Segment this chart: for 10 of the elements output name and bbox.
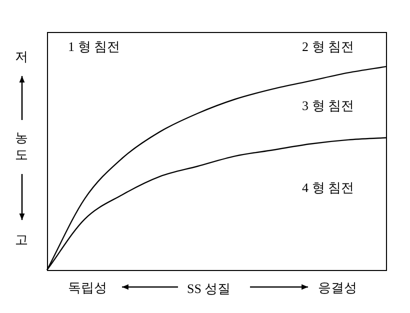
annotation: 3 형 침전 (302, 98, 354, 113)
y-axis-title: 농도 (15, 130, 29, 164)
x-axis-title: SS 성질 (187, 281, 231, 296)
text: 고 (15, 232, 28, 247)
text: 1 형 침전 (68, 39, 120, 54)
annotation: 4 형 침전 (302, 180, 354, 195)
text: 2 형 침전 (302, 39, 354, 54)
text: 독립성 (68, 280, 107, 295)
text: 저 (15, 49, 28, 64)
text: 응결성 (318, 280, 357, 295)
